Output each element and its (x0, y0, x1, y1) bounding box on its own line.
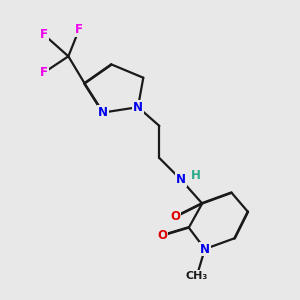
Text: N: N (176, 173, 186, 186)
Text: F: F (75, 23, 83, 36)
Text: O: O (157, 229, 167, 242)
Text: F: F (40, 28, 48, 41)
Text: N: N (133, 101, 143, 114)
Text: O: O (170, 210, 180, 224)
Text: H: H (190, 169, 200, 182)
Text: N: N (200, 242, 210, 256)
Text: F: F (40, 66, 48, 79)
Text: N: N (98, 106, 108, 119)
Text: CH₃: CH₃ (186, 271, 208, 281)
